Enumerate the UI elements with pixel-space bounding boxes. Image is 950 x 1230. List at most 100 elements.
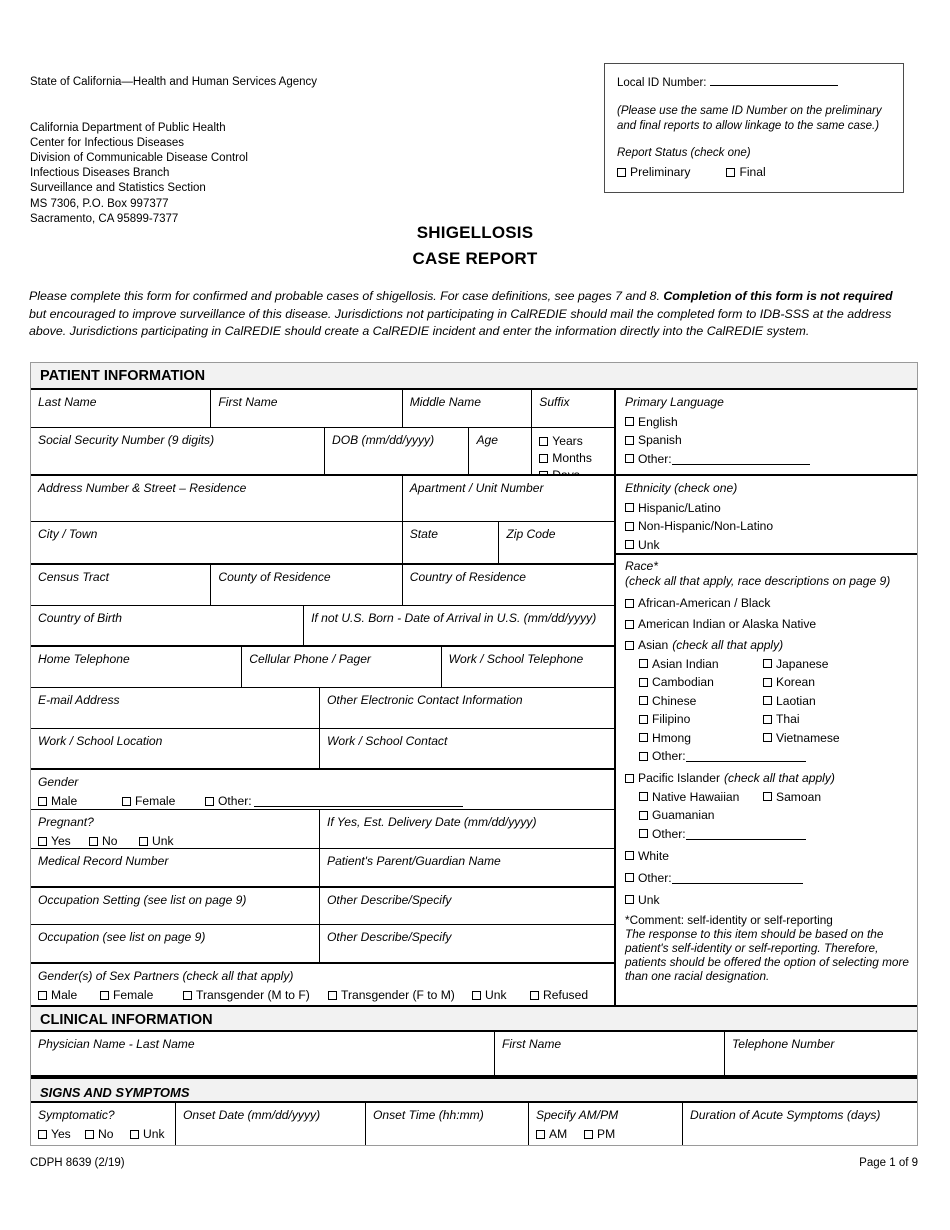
- field-address[interactable]: Address Number & Street – Residence: [31, 476, 403, 521]
- checkbox-race-other[interactable]: Other:: [625, 871, 909, 885]
- checkbox-years[interactable]: Years: [539, 434, 614, 448]
- checkbox-race-unk[interactable]: Unk: [625, 893, 909, 907]
- checkbox-preliminary[interactable]: Preliminary: [617, 165, 690, 179]
- field-onset-time[interactable]: Onset Time (hh:mm): [366, 1103, 529, 1145]
- checkbox-pregnant-no[interactable]: No: [89, 834, 139, 848]
- checkbox-asian-japanese[interactable]: Japanese: [763, 657, 828, 671]
- checkbox-pm[interactable]: PM: [584, 1127, 615, 1141]
- field-occupation-other[interactable]: Other Describe/Specify: [327, 930, 452, 944]
- checkbox-label: Unk: [143, 1127, 165, 1141]
- race-comment-head: *Comment: self-identity or self-reportin…: [625, 912, 833, 927]
- checkbox-label: Preliminary: [630, 165, 691, 179]
- field-zip[interactable]: Zip Code: [506, 527, 556, 541]
- checkbox-pi-samoan[interactable]: Samoan: [763, 790, 821, 804]
- checkbox-ethnicity-hispanic[interactable]: Hispanic/Latino: [625, 501, 909, 515]
- language-other-input[interactable]: [671, 453, 810, 465]
- checkbox-asian-chinese[interactable]: Chinese: [639, 694, 763, 708]
- checkbox-race-african-american[interactable]: African-American / Black: [625, 596, 909, 610]
- field-last-name[interactable]: Last Name: [31, 390, 212, 427]
- checkbox-final[interactable]: Final: [726, 165, 766, 179]
- checkbox-symptomatic-no[interactable]: No: [85, 1127, 130, 1141]
- checkbox-asian-indian[interactable]: Asian Indian: [639, 657, 763, 671]
- checkbox-pi-other[interactable]: Other:: [639, 827, 909, 841]
- field-suffix[interactable]: Suffix: [539, 395, 570, 409]
- checkbox-partner-unk[interactable]: Unk: [472, 988, 530, 1002]
- field-county-of-residence[interactable]: County of Residence: [211, 565, 403, 605]
- checkbox-icon: [763, 677, 772, 687]
- field-physician-telephone[interactable]: Telephone Number: [732, 1037, 835, 1051]
- field-home-telephone[interactable]: Home Telephone: [31, 647, 243, 687]
- checkbox-race-white[interactable]: White: [625, 849, 909, 863]
- field-delivery-date[interactable]: If Yes, Est. Delivery Date (mm/dd/yyyy): [327, 815, 537, 829]
- checkbox-asian-korean[interactable]: Korean: [763, 675, 815, 689]
- checkbox-language-english[interactable]: English: [625, 415, 909, 429]
- checkbox-asian-vietnamese[interactable]: Vietnamese: [763, 731, 840, 745]
- checkbox-am[interactable]: AM: [536, 1127, 584, 1141]
- checkbox-pregnant-unk[interactable]: Unk: [139, 834, 174, 848]
- field-work-location[interactable]: Work / School Location: [31, 729, 321, 768]
- checkbox-asian-thai[interactable]: Thai: [763, 712, 800, 726]
- field-cell-phone[interactable]: Cellular Phone / Pager: [242, 647, 442, 687]
- field-duration[interactable]: Duration of Acute Symptoms (days): [690, 1108, 881, 1122]
- field-dob[interactable]: DOB (mm/dd/yyyy): [325, 428, 470, 474]
- checkbox-months[interactable]: Months: [539, 451, 614, 465]
- checkbox-language-spanish[interactable]: Spanish: [625, 433, 909, 447]
- checkbox-gender-female[interactable]: Female: [122, 794, 205, 808]
- field-census-tract[interactable]: Census Tract: [31, 565, 212, 605]
- checkbox-gender-male[interactable]: Male: [38, 794, 122, 808]
- field-onset-date[interactable]: Onset Date (mm/dd/yyyy): [176, 1103, 366, 1145]
- field-middle-name[interactable]: Middle Name: [403, 390, 533, 427]
- checkbox-ethnicity-non-hispanic[interactable]: Non-Hispanic/Non-Latino: [625, 519, 909, 533]
- race-other-input[interactable]: [671, 872, 803, 884]
- pi-other-input[interactable]: [685, 828, 806, 840]
- field-age[interactable]: Age: [469, 428, 533, 474]
- checkbox-icon: [122, 796, 131, 806]
- checkbox-symptomatic-unk[interactable]: Unk: [130, 1127, 165, 1141]
- field-arrival-date[interactable]: If not U.S. Born - Date of Arrival in U.…: [311, 611, 597, 625]
- checkbox-ethnicity-unk[interactable]: Unk: [625, 538, 909, 552]
- local-id-box: Local ID Number: (Please use the same ID…: [604, 63, 904, 193]
- field-country-of-birth[interactable]: Country of Birth: [31, 606, 305, 645]
- field-medical-record-number[interactable]: Medical Record Number: [31, 849, 321, 886]
- field-occupation-setting[interactable]: Occupation Setting (see list on page 9): [31, 888, 321, 924]
- checkbox-language-other[interactable]: Other:: [625, 452, 909, 466]
- checkbox-asian-hmong[interactable]: Hmong: [639, 731, 763, 745]
- checkbox-pi-guamanian[interactable]: Guamanian: [639, 808, 909, 822]
- field-work-contact[interactable]: Work / School Contact: [327, 734, 448, 748]
- field-parent-guardian[interactable]: Patient's Parent/Guardian Name: [327, 854, 501, 868]
- field-occupation[interactable]: Occupation (see list on page 9): [31, 925, 321, 962]
- checkbox-race-pacific-islander[interactable]: Pacific Islander (check all that apply): [625, 771, 909, 785]
- field-other-electronic[interactable]: Other Electronic Contact Information: [327, 693, 523, 707]
- field-apartment[interactable]: Apartment / Unit Number: [409, 481, 544, 495]
- asian-other-input[interactable]: [685, 750, 806, 762]
- checkbox-asian-other[interactable]: Other:: [639, 749, 909, 763]
- field-country-of-residence[interactable]: Country of Residence: [409, 570, 527, 584]
- checkbox-partner-transgender-ftm[interactable]: Transgender (F to M): [328, 988, 472, 1002]
- field-ssn[interactable]: Social Security Number (9 digits): [31, 428, 325, 474]
- race-title: Race*: [625, 559, 658, 573]
- checkbox-asian-cambodian[interactable]: Cambodian: [639, 675, 763, 689]
- checkbox-pi-native-hawaiian[interactable]: Native Hawaiian: [639, 790, 763, 804]
- field-work-telephone[interactable]: Work / School Telephone: [448, 652, 584, 666]
- checkbox-asian-filipino[interactable]: Filipino: [639, 712, 763, 726]
- checkbox-symptomatic-yes[interactable]: Yes: [38, 1127, 85, 1141]
- field-city[interactable]: City / Town: [31, 522, 403, 563]
- checkbox-pregnant-yes[interactable]: Yes: [38, 834, 89, 848]
- field-occupation-setting-other[interactable]: Other Describe/Specify: [327, 893, 452, 907]
- checkbox-gender-other[interactable]: Other:: [205, 794, 252, 808]
- field-physician-first-name[interactable]: First Name: [495, 1032, 725, 1075]
- field-email[interactable]: E-mail Address: [31, 688, 321, 728]
- checkbox-partner-refused[interactable]: Refused: [530, 988, 588, 1002]
- checkbox-asian-laotian[interactable]: Laotian: [763, 694, 816, 708]
- checkbox-days[interactable]: Days: [539, 468, 614, 474]
- field-physician-last-name[interactable]: Physician Name - Last Name: [31, 1032, 495, 1075]
- checkbox-partner-male[interactable]: Male: [38, 988, 100, 1002]
- checkbox-partner-transgender-mtf[interactable]: Transgender (M to F): [183, 988, 328, 1002]
- field-first-name[interactable]: First Name: [211, 390, 403, 427]
- checkbox-partner-female[interactable]: Female: [100, 988, 183, 1002]
- checkbox-race-american-indian[interactable]: American Indian or Alaska Native: [625, 617, 909, 631]
- checkbox-race-asian[interactable]: Asian (check all that apply): [625, 638, 909, 652]
- gender-other-input[interactable]: [253, 795, 463, 807]
- field-state[interactable]: State: [403, 522, 500, 563]
- local-id-input[interactable]: [710, 74, 839, 86]
